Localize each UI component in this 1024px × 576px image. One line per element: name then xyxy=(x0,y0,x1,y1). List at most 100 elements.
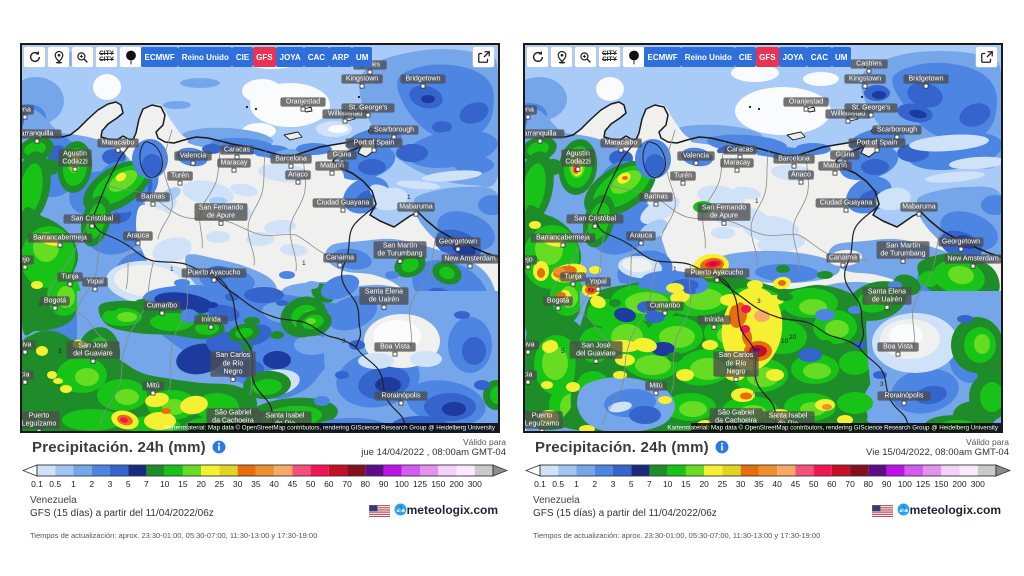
svg-text:Agustín: Agustín xyxy=(566,150,590,157)
svg-text:Anaco: Anaco xyxy=(791,171,811,178)
svg-text:Tunja: Tunja xyxy=(61,273,78,280)
svg-text:45: 45 xyxy=(288,479,298,489)
svg-text:Santa Elena: Santa Elena xyxy=(868,288,906,295)
svg-text:Ciudad Guayana: Ciudad Guayana xyxy=(317,199,370,206)
svg-text:3: 3 xyxy=(58,348,62,355)
svg-text:3: 3 xyxy=(342,338,346,345)
svg-text:300: 300 xyxy=(468,479,482,489)
svg-text:San José: San José xyxy=(78,342,107,349)
svg-text:3: 3 xyxy=(377,381,381,388)
svg-text:ejo: ejo xyxy=(22,256,30,263)
svg-text:Agustín: Agustín xyxy=(63,150,87,157)
svg-text:100: 100 xyxy=(395,479,409,489)
svg-text:Port of Spain: Port of Spain xyxy=(857,139,898,146)
svg-text:1: 1 xyxy=(170,266,174,273)
svg-text:Maracay: Maracay xyxy=(221,159,248,166)
svg-text:5: 5 xyxy=(561,348,565,355)
svg-text:Maracaibo: Maracaibo xyxy=(605,139,638,146)
svg-text:Kartenmaterial: Map data © Ope: Kartenmaterial: Map data © OpenStreetMap… xyxy=(667,425,999,432)
svg-text:Arauca: Arauca xyxy=(630,232,652,239)
svg-text:San José: San José xyxy=(581,342,610,349)
svg-text:Rorainópolis: Rorainópolis xyxy=(382,392,421,399)
svg-text:ejo: ejo xyxy=(525,256,533,263)
svg-text:New Amsterdam: New Amsterdam xyxy=(947,255,999,262)
svg-text:20: 20 xyxy=(196,479,206,489)
svg-text:300: 300 xyxy=(971,479,985,489)
svg-text:50: 50 xyxy=(809,479,819,489)
svg-text:Barinas: Barinas xyxy=(141,193,165,200)
svg-text:Maracaibo: Maracaibo xyxy=(102,139,135,146)
svg-text:San Carlos: San Carlos xyxy=(216,352,251,359)
svg-text:80: 80 xyxy=(361,479,371,489)
svg-text:2: 2 xyxy=(89,479,94,489)
svg-text:Puerto Ayacucho: Puerto Ayacucho xyxy=(691,269,744,276)
svg-text:Maturín: Maturín xyxy=(823,162,847,169)
svg-text:Oranjestad: Oranjestad xyxy=(286,98,320,105)
svg-text:Caracas: Caracas xyxy=(727,146,754,153)
svg-text:150: 150 xyxy=(934,479,948,489)
svg-text:Barinas: Barinas xyxy=(644,193,668,200)
svg-text:0.1: 0.1 xyxy=(534,479,546,489)
svg-text:Güiria: Güiria xyxy=(836,151,855,158)
svg-text:1: 1 xyxy=(71,479,76,489)
svg-text:80: 80 xyxy=(864,479,874,489)
svg-text:Turén: Turén xyxy=(674,172,692,179)
svg-text:Barcelona: Barcelona xyxy=(778,155,810,162)
svg-text:1: 1 xyxy=(407,194,411,201)
svg-text:Mitú: Mitú xyxy=(146,382,159,389)
svg-text:3: 3 xyxy=(38,301,42,308)
svg-text:1: 1 xyxy=(302,260,306,267)
svg-text:San Cristóbal: San Cristóbal xyxy=(574,215,616,222)
svg-text:90: 90 xyxy=(882,479,892,489)
svg-text:Negro: Negro xyxy=(223,369,242,376)
svg-text:35: 35 xyxy=(251,479,261,489)
svg-text:10: 10 xyxy=(663,479,673,489)
svg-text:7: 7 xyxy=(647,479,652,489)
svg-text:cia: cia xyxy=(22,371,30,378)
svg-text:ena: ena xyxy=(22,106,31,113)
svg-text:1: 1 xyxy=(673,266,677,273)
svg-text:40: 40 xyxy=(772,479,782,489)
svg-text:35: 35 xyxy=(754,479,764,489)
svg-text:50: 50 xyxy=(306,479,316,489)
svg-text:70: 70 xyxy=(342,479,352,489)
svg-text:3: 3 xyxy=(611,479,616,489)
svg-text:20: 20 xyxy=(789,334,797,341)
svg-text:Barrancabermeja: Barrancabermeja xyxy=(536,234,590,241)
svg-text:de Apure: de Apure xyxy=(207,213,235,220)
svg-text:New Amsterdam: New Amsterdam xyxy=(444,255,496,262)
svg-text:Turén: Turén xyxy=(171,172,189,179)
svg-text:15: 15 xyxy=(681,479,691,489)
svg-text:ena: ena xyxy=(525,106,534,113)
svg-text:1: 1 xyxy=(574,479,579,489)
svg-text:Barrancabermeja: Barrancabermeja xyxy=(33,234,87,241)
svg-text:10: 10 xyxy=(781,338,789,345)
svg-text:Bogotá: Bogotá xyxy=(44,297,66,304)
svg-text:5: 5 xyxy=(126,479,131,489)
svg-text:3: 3 xyxy=(757,298,761,305)
svg-text:Rorainópolis: Rorainópolis xyxy=(885,392,924,399)
svg-text:0.5: 0.5 xyxy=(552,479,564,489)
svg-text:Valencia: Valencia xyxy=(683,152,709,159)
svg-text:Canaima: Canaima xyxy=(829,254,857,261)
svg-text:Maturín: Maturín xyxy=(320,162,344,169)
svg-text:Kingstown: Kingstown xyxy=(849,75,881,82)
svg-text:Santa Isabel: Santa Isabel xyxy=(769,412,808,419)
svg-text:5: 5 xyxy=(629,479,634,489)
svg-text:Castries: Castries xyxy=(856,60,882,67)
svg-text:Kingstown: Kingstown xyxy=(346,75,378,82)
svg-text:Arauca: Arauca xyxy=(127,232,149,239)
svg-text:San Martín: San Martín xyxy=(383,242,417,249)
svg-text:San Fernando: San Fernando xyxy=(702,204,746,211)
svg-text:San Carlos: San Carlos xyxy=(719,352,754,359)
svg-text:Ciudad Guayana: Ciudad Guayana xyxy=(820,199,873,206)
svg-text:Güiria: Güiria xyxy=(333,151,352,158)
svg-text:70: 70 xyxy=(845,479,855,489)
svg-text:Codazzi: Codazzi xyxy=(565,159,591,166)
svg-text:90: 90 xyxy=(379,479,389,489)
svg-text:Scarborough: Scarborough xyxy=(877,126,917,133)
svg-text:San Cristóbal: San Cristóbal xyxy=(71,215,113,222)
svg-text:Mabaruma: Mabaruma xyxy=(902,203,936,210)
svg-text:Maracay: Maracay xyxy=(724,159,751,166)
svg-text:Anaco: Anaco xyxy=(288,171,308,178)
